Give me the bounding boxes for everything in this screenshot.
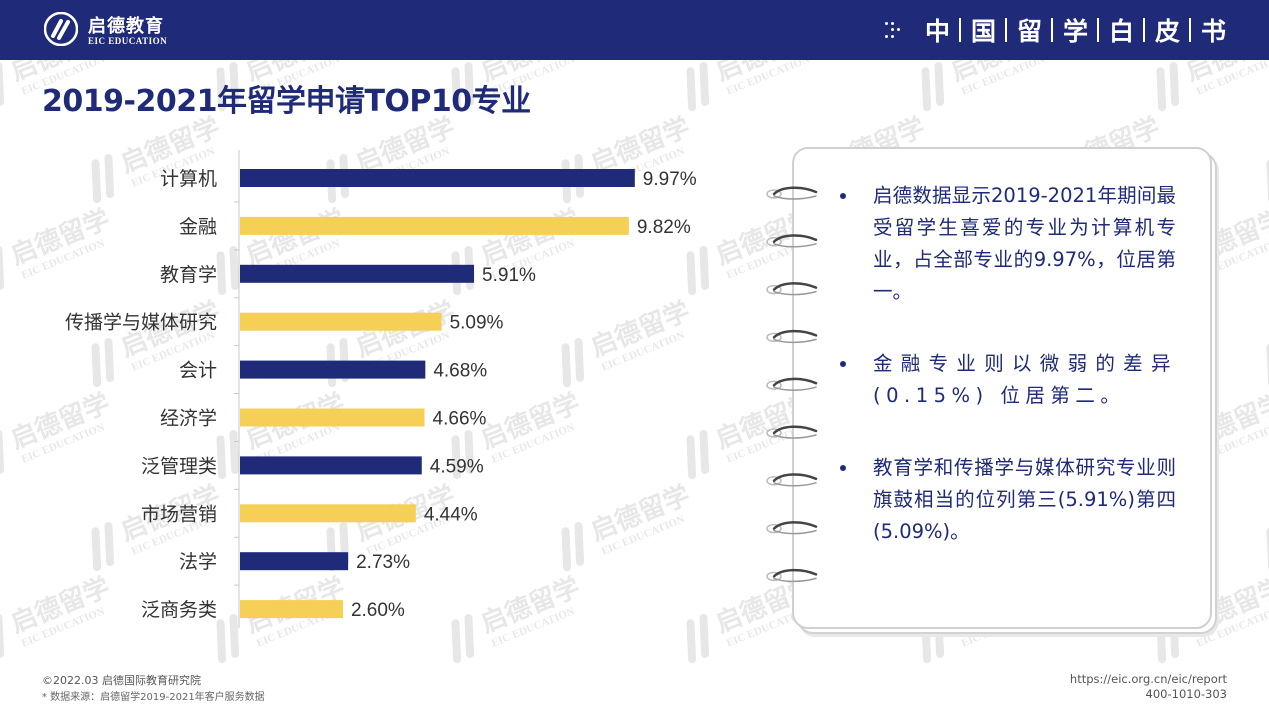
bar [240,264,475,283]
logo-english-name: EIC EDUCATION [88,36,168,46]
data-label: 4.44% [424,504,478,525]
binder-ring [772,473,818,483]
series-title-char: 白 [1109,17,1135,46]
title-separator [959,18,961,42]
series-title: 中 国 留 学 白 皮 书 [885,12,1227,48]
insight-item: 金融专业则以微弱的差异(0.15%) 位居第二。 [840,348,1176,412]
watermark-logo-icon [1266,521,1269,572]
report-url-link[interactable]: https://eic.org.cn/eic/report [1069,672,1227,686]
insight-text: 金融专业则以微弱的差异(0.15%) 位居第二。 [873,352,1176,407]
footer-right: https://eic.org.cn/eic/report 400-1010-3… [1070,672,1227,702]
binder-ring [772,234,818,244]
bar [240,456,422,475]
insight-text: 教育学和传播学与媒体研究专业则旗鼓相当的位列第三(5.91%)第四(5.09%)… [873,456,1176,543]
title-separator [1051,18,1053,42]
bullet-icon [840,193,846,199]
series-title-char: 中 [925,17,951,46]
eic-logo-icon [44,12,78,46]
binder-ring-shadow [773,290,817,296]
binder-ring [772,329,818,339]
title-separator [1143,18,1145,42]
bar [240,600,343,619]
watermark-logo-icon [1266,337,1269,388]
data-source-text: * 数据来源：启德留学2019-2021年客户服务数据 [42,692,265,703]
binder-ring-shadow [773,482,817,487]
category-label: 经济学 [160,408,217,430]
logo-chinese-name: 启德教育 [88,16,164,37]
data-label: 4.66% [433,409,487,430]
notebook-card [792,147,1212,629]
dots-icon [885,22,901,38]
copyright-text: ©2022.03 启德国际教育研究院 [42,674,201,687]
data-label: 2.60% [351,600,405,621]
footer-left: ©2022.03 启德国际教育研究院 * 数据来源：启德留学2019-2021年… [42,672,265,706]
data-label: 2.73% [356,552,410,573]
binder-ring [772,186,818,196]
title-separator [1005,18,1007,42]
category-label: 计算机 [160,168,217,190]
series-title-char: 国 [971,17,997,46]
binder-ring [772,521,818,530]
bar [240,504,416,523]
watermark-logo-icon [1156,61,1180,112]
binder-ring-shadow [773,386,817,391]
notebook-rings [766,186,818,583]
watermark-logo-icon [0,61,5,112]
data-label: 4.59% [430,456,484,477]
category-label: 教育学 [160,264,217,286]
bullet-icon [840,465,846,471]
series-title-char: 学 [1063,17,1089,46]
watermark-logo-icon [921,61,945,112]
binder-ring-shadow [773,529,817,535]
data-label: 9.97% [643,169,697,190]
category-label: 法学 [179,551,217,573]
title-separator [1097,18,1099,42]
binder-ring [772,282,818,291]
bar [240,312,442,331]
watermark-logo-icon [1266,153,1269,204]
title-separator [1189,18,1191,42]
binder-ring [772,568,818,578]
bar [240,216,629,235]
data-label: 4.68% [433,361,487,382]
binder-ring [772,377,818,387]
bar-chart: 计算机 9.97% 金融 9.82% 教育学 5.91% 传播学与媒体研究 5.09% 会计 4.… [65,150,697,628]
data-label: 5.09% [450,313,504,334]
series-title-char: 留 [1017,17,1043,46]
category-label: 泛商务类 [141,599,217,621]
data-label: 5.91% [482,265,536,286]
bar [240,169,635,187]
binder-ring [772,425,818,435]
bar [240,360,426,379]
binder-ring-shadow [773,195,817,200]
category-label: 泛管理类 [141,455,217,477]
insight-item: 教育学和传播学与媒体研究专业则旗鼓相当的位列第三(5.91%)第四(5.09%)… [840,452,1176,548]
header-bar: 启德教育 EIC EDUCATION 中 国 留 学 白 皮 书 [0,0,1269,60]
bar [240,408,425,427]
category-label: 市场营销 [141,503,217,525]
insight-list: 启德数据显示2019-2021年期间最受留学生喜爱的专业为计算机专业，占全部专业… [840,180,1176,588]
category-label: 金融 [179,216,217,238]
binder-ring-shadow [773,338,817,344]
data-label: 9.82% [637,217,691,238]
binder-ring-shadow [773,577,817,583]
insight-item: 启德数据显示2019-2021年期间最受留学生喜爱的专业为计算机专业，占全部专业… [840,180,1176,308]
bar [240,552,349,571]
hotline-number: 400-1010-303 [1145,687,1227,701]
insight-text: 启德数据显示2019-2021年期间最受留学生喜爱的专业为计算机专业，占全部专业… [873,184,1176,303]
page-title: 2019-2021年留学申请TOP10专业 [42,84,531,119]
series-title-char: 书 [1201,17,1227,46]
binder-ring-shadow [773,243,817,248]
category-label: 传播学与媒体研究 [65,312,217,334]
category-label: 会计 [179,360,217,382]
series-title-char: 皮 [1155,17,1181,46]
binder-ring-shadow [773,434,817,439]
bullet-icon [840,361,846,367]
watermark-logo-icon [686,61,710,112]
